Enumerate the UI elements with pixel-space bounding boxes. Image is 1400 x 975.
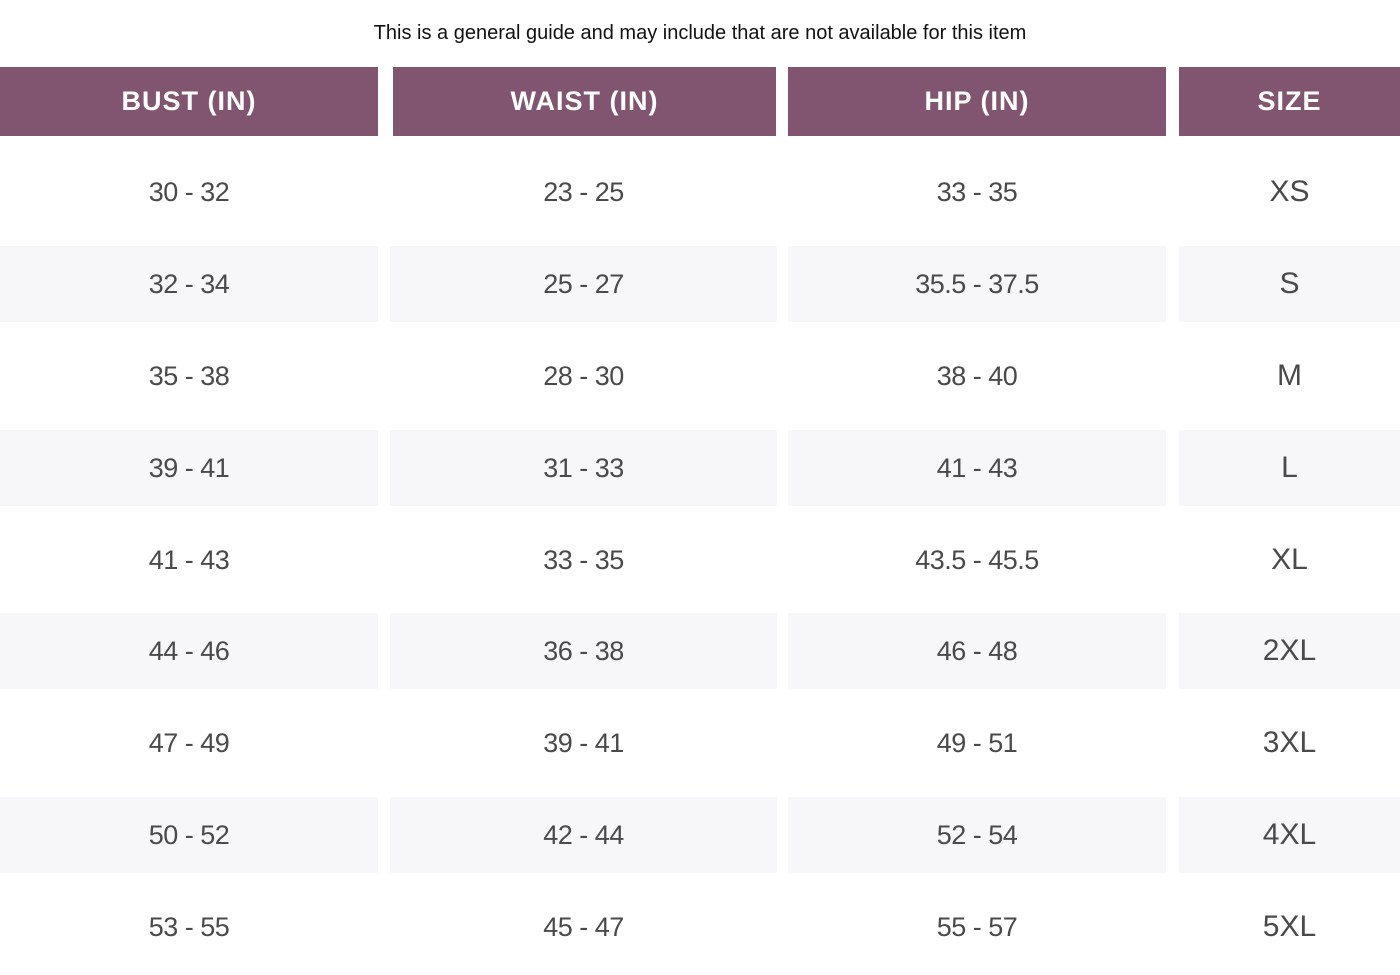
row-stripe-cell <box>0 430 378 506</box>
row-stripe-cell <box>788 430 1166 506</box>
size-value: 5XL <box>1262 910 1317 943</box>
bust-value: 30 - 32 <box>148 176 230 207</box>
hip-value: 35.5 - 37.5 <box>915 268 1039 299</box>
waist-value: 31 - 33 <box>543 452 624 483</box>
waist-value: 36 - 38 <box>543 635 624 666</box>
bust-value: 44 - 46 <box>148 635 230 666</box>
waist-value: 33 - 35 <box>543 544 624 575</box>
header-hip: HIP (IN) <box>788 67 1166 136</box>
waist-value: 45 - 47 <box>543 911 624 942</box>
bust-value: 39 - 41 <box>148 452 230 483</box>
waist-value: 25 - 27 <box>543 268 624 299</box>
size-value: M <box>1277 359 1302 392</box>
waist-value: 42 - 44 <box>543 819 624 850</box>
waist-value: 39 - 41 <box>543 727 624 758</box>
row-stripe-cell <box>788 613 1166 689</box>
hip-value: 49 - 51 <box>936 727 1018 758</box>
hip-value: 52 - 54 <box>936 819 1018 850</box>
bust-value: 47 - 49 <box>148 727 230 758</box>
bust-value: 41 - 43 <box>148 544 230 575</box>
size-value: XS <box>1269 175 1310 208</box>
size-value: XL <box>1271 543 1308 576</box>
size-guide-caption: This is a general guide and may include … <box>373 22 1027 44</box>
row-stripe-cell <box>788 797 1166 873</box>
row-stripe-cell <box>1179 430 1400 506</box>
size-value: 2XL <box>1262 634 1317 667</box>
hip-value: 55 - 57 <box>936 911 1018 942</box>
hip-value: 33 - 35 <box>936 176 1018 207</box>
hip-value: 43.5 - 45.5 <box>915 544 1039 575</box>
header-size: SIZE <box>1179 67 1400 136</box>
row-stripe-cell <box>1179 246 1400 322</box>
row-stripe-cell <box>1179 797 1400 873</box>
row-stripe-cell <box>788 246 1166 322</box>
size-value: S <box>1279 267 1300 300</box>
row-stripe-cell <box>390 430 777 506</box>
size-value: 4XL <box>1262 818 1317 851</box>
header-waist: WAIST (IN) <box>393 67 776 136</box>
hip-value: 38 - 40 <box>936 360 1018 391</box>
hip-value: 46 - 48 <box>936 635 1018 666</box>
waist-value: 23 - 25 <box>543 176 624 207</box>
row-stripe-cell <box>390 613 777 689</box>
hip-value: 41 - 43 <box>936 452 1018 483</box>
row-stripe-cell <box>0 797 378 873</box>
bust-value: 32 - 34 <box>148 268 230 299</box>
size-value: 3XL <box>1262 726 1317 759</box>
row-stripe-cell <box>390 246 777 322</box>
bust-value: 50 - 52 <box>148 819 230 850</box>
bust-value: 35 - 38 <box>148 360 230 391</box>
row-stripe-cell <box>390 797 777 873</box>
row-stripe-cell <box>0 613 378 689</box>
row-stripe-cell <box>0 246 378 322</box>
size-value: L <box>1281 451 1298 484</box>
waist-value: 28 - 30 <box>543 360 624 391</box>
bust-value: 53 - 55 <box>148 911 230 942</box>
row-stripe-cell <box>1179 613 1400 689</box>
header-bust: BUST (IN) <box>0 67 378 136</box>
